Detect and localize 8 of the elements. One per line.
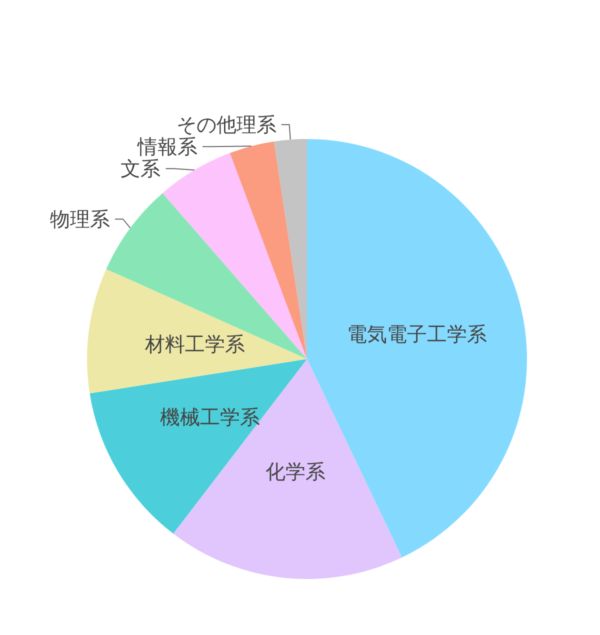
slice-label: 電気電子工学系 — [347, 322, 488, 346]
slice-label: 情報系 — [136, 134, 198, 159]
slice-label: 文系 — [120, 156, 161, 181]
slice-label: 化学系 — [265, 459, 326, 484]
slice-label: 材料工学系 — [144, 332, 245, 356]
slice-label: 機械工学系 — [160, 404, 260, 429]
slice-label: 物理系 — [50, 207, 110, 232]
slice-label: その他理系 — [176, 112, 276, 137]
